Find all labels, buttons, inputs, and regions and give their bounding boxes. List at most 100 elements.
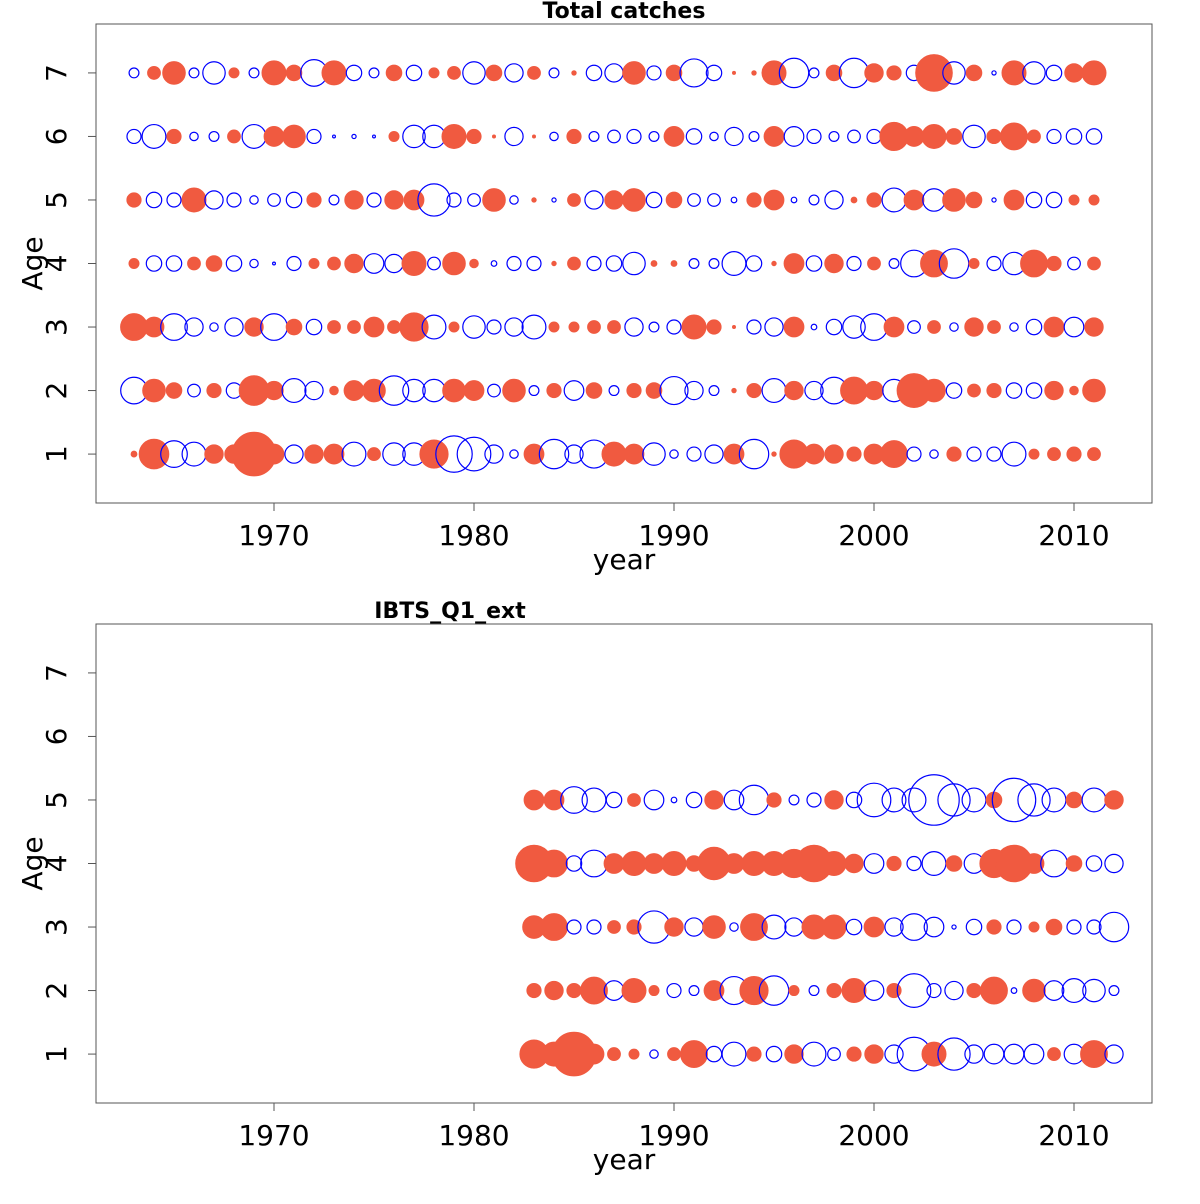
residual-bubble [126, 192, 142, 208]
residual-bubble [906, 855, 922, 872]
residual-bubble [921, 850, 947, 876]
residual-bubble [1085, 855, 1103, 872]
residual-bubble [604, 63, 624, 83]
residual-bubble [378, 375, 410, 406]
residual-bubble [417, 183, 451, 217]
residual-bubble [382, 442, 406, 466]
residual-bubble [863, 916, 885, 938]
residual-bubble [827, 1047, 841, 1061]
residual-bubble [688, 258, 700, 270]
residual-bubble [1066, 919, 1082, 935]
residual-bubble [666, 319, 682, 335]
residual-bubble [527, 66, 541, 80]
residual-bubble [883, 316, 905, 338]
residual-bubble [487, 383, 501, 398]
residual-bubble [402, 124, 426, 149]
y-tick-label: 6 [40, 128, 73, 146]
residual-bubble [906, 446, 922, 462]
residual-bubble [540, 849, 568, 878]
residual-bubble [810, 323, 818, 331]
residual-bubble [435, 435, 473, 473]
residual-bubble [1046, 255, 1062, 272]
residual-bubble [284, 444, 304, 464]
residual-bubble [991, 197, 997, 203]
residual-bubble [649, 1049, 659, 1059]
y-axis-label: Age [16, 236, 49, 290]
residual-bubble [867, 256, 881, 271]
x-tick-label: 2000 [838, 1119, 909, 1152]
residual-bubble [886, 982, 902, 999]
residual-bubble [670, 796, 678, 804]
residual-bubble [401, 251, 427, 277]
residual-bubble [1047, 447, 1061, 461]
residual-bubble [945, 855, 963, 872]
residual-bubble [428, 67, 440, 79]
residual-bubble [566, 919, 582, 935]
residual-bubble [1028, 448, 1040, 460]
residual-bubble [663, 126, 685, 147]
residual-bubble [372, 134, 377, 139]
residual-bubble [607, 920, 621, 934]
residual-bubble [863, 853, 885, 874]
x-tick-label: 2000 [838, 519, 909, 552]
residual-bubble [746, 1046, 762, 1062]
residual-bubble [627, 793, 641, 807]
residual-bubble [1080, 1040, 1108, 1068]
residual-bubble [1065, 791, 1083, 809]
residual-bubble [866, 128, 882, 145]
residual-bubble [646, 65, 662, 81]
y-tick-label: 4 [40, 855, 73, 873]
residual-bubble [766, 792, 782, 808]
residual-bubble [531, 197, 537, 203]
residual-bubble [669, 449, 679, 459]
residual-bubble [272, 261, 277, 266]
residual-bubble [643, 853, 665, 874]
residual-bubble [419, 439, 449, 469]
residual-bubble [626, 382, 642, 399]
residual-bubble [422, 378, 446, 403]
residual-bubble [740, 913, 768, 941]
residual-bubble [705, 64, 723, 82]
residual-bubble [623, 443, 645, 465]
residual-bubble [937, 783, 971, 817]
residual-bubble [1025, 191, 1043, 209]
residual-bubble [442, 251, 466, 276]
residual-bubble [965, 191, 983, 209]
residual-bubble [783, 126, 805, 147]
residual-bubble [130, 450, 138, 458]
residual-bubble [783, 316, 805, 338]
residual-bubble [880, 440, 908, 468]
y-tick-label: 2 [40, 382, 73, 400]
residual-bubble [604, 190, 624, 210]
residual-bubble [548, 321, 560, 333]
residual-bubble [388, 130, 400, 142]
residual-bubble [1003, 189, 1025, 211]
residual-bubble [482, 188, 506, 212]
residual-bubble [1045, 191, 1063, 209]
residual-bubble [567, 193, 581, 207]
residual-bubble [968, 258, 980, 270]
residual-bubble [805, 255, 823, 272]
residual-bubble [825, 64, 843, 82]
residual-bubble [985, 791, 1003, 809]
residual-bubble [864, 63, 884, 83]
residual-bubble [463, 380, 485, 401]
residual-bubble [263, 126, 285, 147]
residual-bubble [764, 317, 784, 337]
residual-bubble [308, 258, 320, 270]
residual-bubble [1087, 447, 1101, 461]
residual-bubble [1081, 787, 1107, 813]
residual-bubble [581, 787, 607, 813]
residual-bubble [621, 978, 647, 1004]
residual-bubble [704, 790, 724, 810]
x-tick-label: 1990 [638, 519, 709, 552]
residual-bubble [624, 317, 644, 337]
residual-bubble [643, 789, 665, 811]
residual-bubble [225, 255, 243, 272]
residual-bubble [564, 444, 584, 464]
residual-bubble [187, 383, 201, 398]
residual-bubble [944, 980, 964, 1001]
residual-bubble [884, 1044, 904, 1064]
residual-bubble [608, 385, 620, 397]
residual-bubble [1045, 918, 1063, 936]
